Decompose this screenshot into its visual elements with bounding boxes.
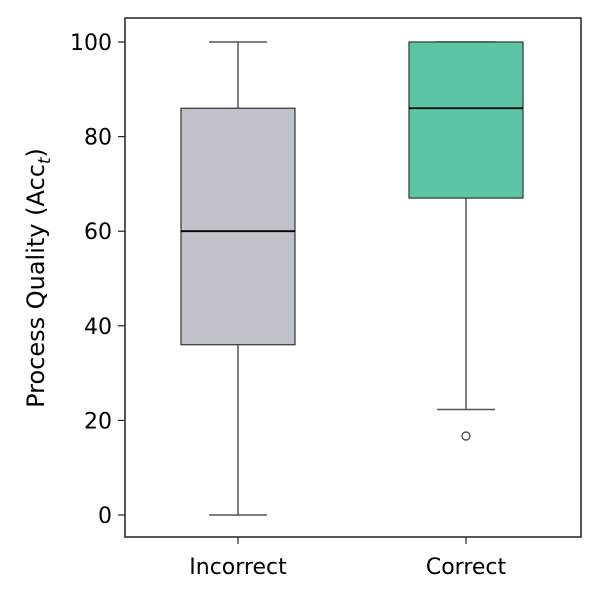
x-axis-ticks: Incorrect Correct	[189, 537, 507, 580]
y-tick-label-0: 0	[98, 504, 112, 529]
y-tick-label-100: 100	[70, 31, 112, 56]
y-tick-label-40: 40	[84, 315, 112, 340]
plot-area	[180, 41, 524, 516]
y-tick-label-20: 20	[84, 409, 112, 434]
box-correct	[408, 41, 524, 441]
box-incorrect	[180, 41, 296, 516]
y-tick-label-80: 80	[84, 126, 112, 151]
x-tick-label-correct: Correct	[426, 555, 507, 580]
y-axis-title-suffix: )	[22, 148, 50, 157]
svg-text:Process Quality (Acct): Process Quality (Acct)	[22, 148, 55, 408]
iqr-box-correct	[408, 41, 524, 199]
iqr-box-incorrect	[180, 107, 296, 346]
y-axis-ticks: 0 20 40 60 80 100	[70, 31, 125, 529]
x-tick-label-incorrect: Incorrect	[189, 555, 287, 580]
y-axis-title-main: Process Quality (Acc	[22, 164, 50, 408]
outlier-point-correct-0	[461, 431, 471, 441]
plot-frame	[124, 17, 582, 538]
y-axis-title-subscript: t	[35, 156, 55, 164]
y-axis-title: Process Quality (Acct)	[22, 148, 55, 408]
y-tick-label-60: 60	[84, 220, 112, 245]
